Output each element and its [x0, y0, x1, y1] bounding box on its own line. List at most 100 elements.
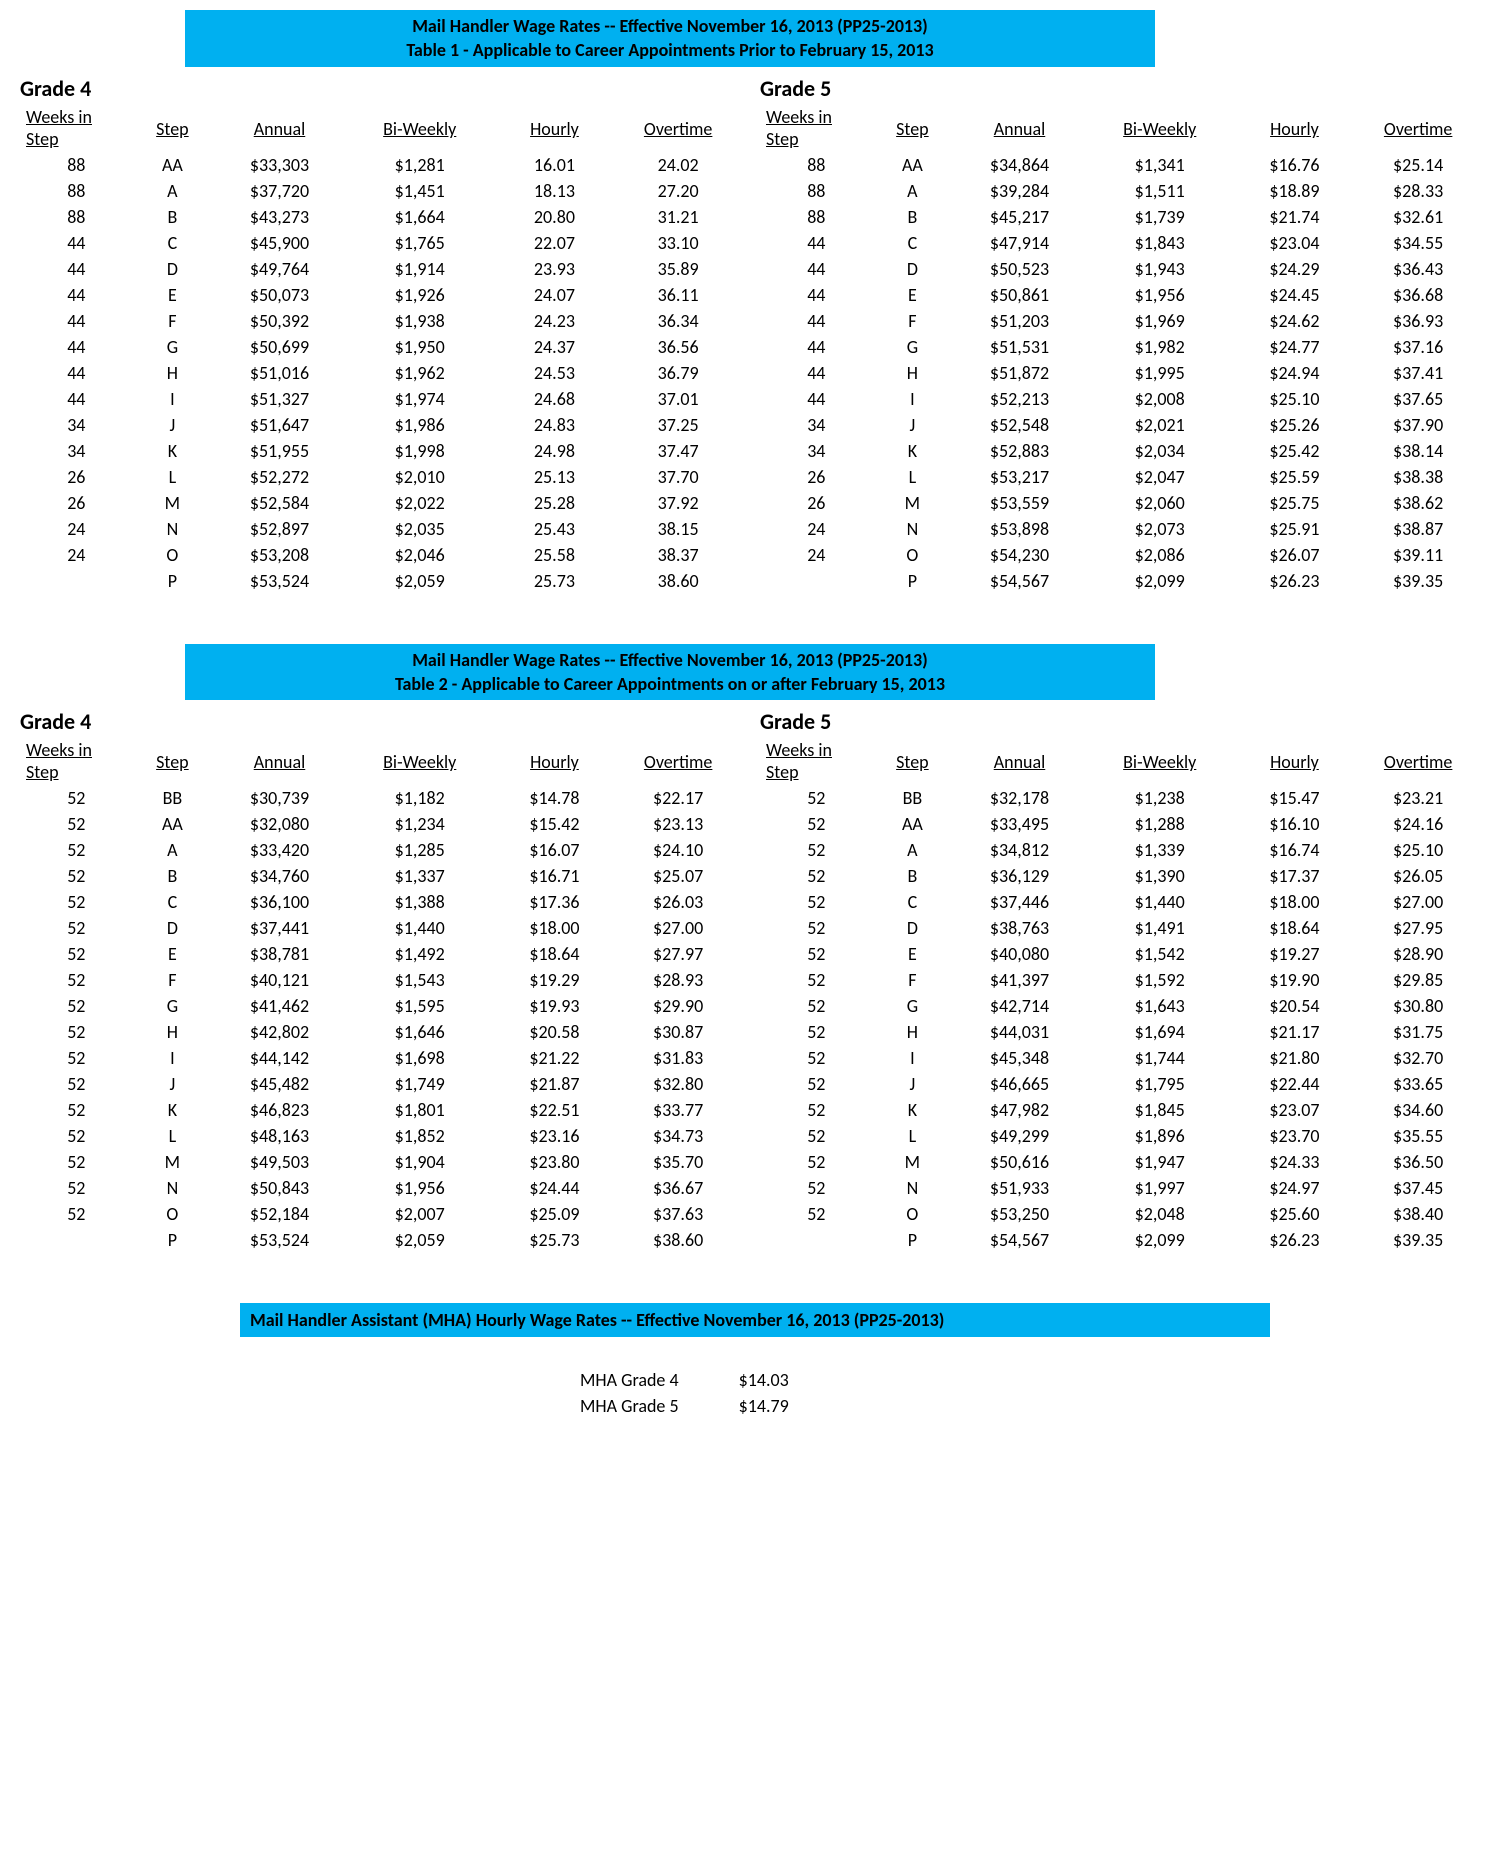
cell-ot: $38.62	[1356, 490, 1480, 516]
cell-bi: $1,511	[1087, 178, 1233, 204]
cell-ot: $39.11	[1356, 542, 1480, 568]
col-header: Hourly	[493, 737, 617, 785]
table-row: 52B$34,760$1,337$16.71$25.07	[20, 863, 740, 889]
cell-hr: 24.68	[493, 386, 617, 412]
cell-hr: $25.60	[1233, 1201, 1357, 1227]
cell-annual: $36,100	[212, 889, 347, 915]
cell-ot: $37.41	[1356, 360, 1480, 386]
table-row: 52E$38,781$1,492$18.64$27.97	[20, 941, 740, 967]
cell-annual: $53,524	[212, 568, 347, 594]
table-row: 52K$47,982$1,845$23.07$34.60	[760, 1097, 1480, 1123]
cell-hr: $21.87	[493, 1071, 617, 1097]
cell-annual: $53,524	[212, 1227, 347, 1253]
cell-hr: $15.47	[1233, 785, 1357, 811]
cell-step: M	[873, 490, 953, 516]
cell-bi: $2,021	[1087, 412, 1233, 438]
cell-weeks: 52	[760, 1097, 873, 1123]
table-row: 88B$43,273$1,66420.8031.21	[20, 204, 740, 230]
cell-bi: $2,060	[1087, 490, 1233, 516]
cell-weeks: 52	[20, 1019, 133, 1045]
col-header: Weeks inStep	[20, 737, 133, 785]
cell-hr: $26.23	[1233, 1227, 1357, 1253]
col-header: Annual	[212, 737, 347, 785]
cell-weeks: 44	[20, 282, 133, 308]
cell-annual: $51,955	[212, 438, 347, 464]
cell-bi: $2,047	[1087, 464, 1233, 490]
table-head: Weeks inStepStepAnnualBi-WeeklyHourlyOve…	[760, 737, 1480, 785]
cell-ot: $33.65	[1356, 1071, 1480, 1097]
cell-bi: $2,086	[1087, 542, 1233, 568]
cell-annual: $52,548	[952, 412, 1087, 438]
cell-weeks: 52	[20, 915, 133, 941]
cell-ot: 37.25	[616, 412, 740, 438]
table-row: 44C$47,914$1,843$23.04$34.55	[760, 230, 1480, 256]
cell-bi: $1,997	[1087, 1175, 1233, 1201]
cell-weeks: 52	[20, 811, 133, 837]
cell-bi: $2,010	[347, 464, 493, 490]
cell-bi: $1,337	[347, 863, 493, 889]
cell-hr: 22.07	[493, 230, 617, 256]
cell-annual: $50,073	[212, 282, 347, 308]
table-row: 24N$52,897$2,03525.4338.15	[20, 516, 740, 542]
cell-bi: $1,947	[1087, 1149, 1233, 1175]
table-row: 52AA$32,080$1,234$15.42$23.13	[20, 811, 740, 837]
mha-row: MHA Grade 4 $14.03	[580, 1367, 1480, 1393]
cell-weeks: 52	[760, 1201, 873, 1227]
cell-hr: 24.83	[493, 412, 617, 438]
cell-step: F	[873, 967, 953, 993]
cell-bi: $1,982	[1087, 334, 1233, 360]
cell-annual: $50,616	[952, 1149, 1087, 1175]
cell-hr: $19.27	[1233, 941, 1357, 967]
cell-bi: $1,956	[1087, 282, 1233, 308]
table1-banner: Mail Handler Wage Rates -- Effective Nov…	[185, 10, 1155, 67]
cell-bi: $1,451	[347, 178, 493, 204]
cell-hr: $23.16	[493, 1123, 617, 1149]
table2-title-line1: Mail Handler Wage Rates -- Effective Nov…	[185, 648, 1155, 672]
table2-title-line2: Table 2 - Applicable to Career Appointme…	[185, 672, 1155, 696]
cell-hr: 24.37	[493, 334, 617, 360]
cell-bi: $1,950	[347, 334, 493, 360]
cell-hr: $14.78	[493, 785, 617, 811]
cell-hr: $25.73	[493, 1227, 617, 1253]
cell-annual: $38,763	[952, 915, 1087, 941]
cell-annual: $33,303	[212, 152, 347, 178]
cell-weeks: 24	[760, 542, 873, 568]
cell-ot: $28.90	[1356, 941, 1480, 967]
cell-ot: 36.79	[616, 360, 740, 386]
table-row: 52C$36,100$1,388$17.36$26.03	[20, 889, 740, 915]
cell-step: BB	[133, 785, 213, 811]
cell-step: P	[873, 568, 953, 594]
cell-step: C	[133, 889, 213, 915]
table-row: 52G$41,462$1,595$19.93$29.90	[20, 993, 740, 1019]
table1-grade4: Grade 4 Weeks inStepStepAnnualBi-WeeklyH…	[20, 71, 740, 594]
cell-ot: $39.35	[1356, 1227, 1480, 1253]
table-row: 52I$45,348$1,744$21.80$32.70	[760, 1045, 1480, 1071]
cell-hr: $23.70	[1233, 1123, 1357, 1149]
cell-step: C	[873, 889, 953, 915]
cell-annual: $53,898	[952, 516, 1087, 542]
cell-hr: $26.23	[1233, 568, 1357, 594]
cell-annual: $39,284	[952, 178, 1087, 204]
cell-annual: $49,299	[952, 1123, 1087, 1149]
table-row: 52N$50,843$1,956$24.44$36.67	[20, 1175, 740, 1201]
cell-bi: $1,795	[1087, 1071, 1233, 1097]
table-row: 52A$34,812$1,339$16.74$25.10	[760, 837, 1480, 863]
cell-weeks: 34	[760, 438, 873, 464]
cell-annual: $37,441	[212, 915, 347, 941]
cell-step: O	[873, 542, 953, 568]
table-row: 52K$46,823$1,801$22.51$33.77	[20, 1097, 740, 1123]
cell-bi: $1,182	[347, 785, 493, 811]
cell-hr: $23.80	[493, 1149, 617, 1175]
cell-weeks: 88	[20, 204, 133, 230]
cell-step: K	[133, 1097, 213, 1123]
cell-annual: $40,121	[212, 967, 347, 993]
cell-ot: $22.17	[616, 785, 740, 811]
cell-weeks: 26	[20, 490, 133, 516]
cell-hr: $25.26	[1233, 412, 1357, 438]
cell-annual: $54,567	[952, 568, 1087, 594]
col-header: Weeks inStep	[20, 104, 133, 152]
cell-ot: $30.80	[1356, 993, 1480, 1019]
cell-step: E	[133, 941, 213, 967]
cell-hr: 25.73	[493, 568, 617, 594]
cell-annual: $51,933	[952, 1175, 1087, 1201]
